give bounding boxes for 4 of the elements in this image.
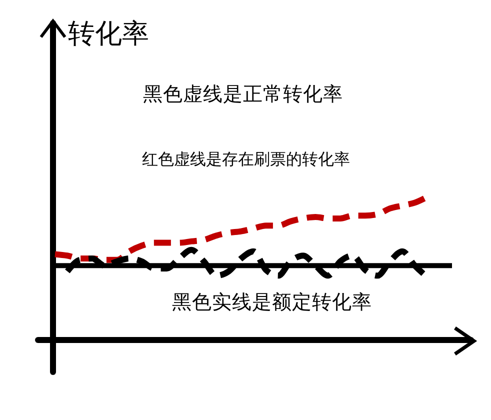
text: 黑色虚线是正常转化率 — [143, 82, 343, 106]
text: 红色虚线是存在刷票的转化率 — [142, 150, 350, 168]
annotation: 黑色实线是额定转化率 — [172, 290, 372, 314]
text: 转化率 — [68, 18, 149, 50]
